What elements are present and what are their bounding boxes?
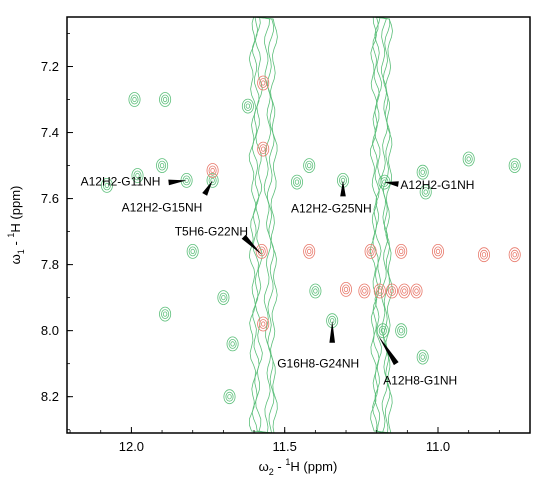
annotation-label: A12H2-G11NH (81, 174, 161, 188)
peak-15 (410, 283, 423, 299)
annotation-5: G16H8-G24NH (277, 320, 359, 371)
peak-27 (100, 177, 113, 193)
tick-layer: 12.0 11.5 11.0 7.2 7.4 7.6 7.8 8.0 8.2 (41, 33, 531, 454)
y-tick-label: 7.2 (41, 59, 59, 74)
peak-26 (159, 306, 172, 322)
annotation-label: T5H6-G22NH (175, 225, 248, 239)
streak-1 (369, 17, 393, 433)
annotation-2: T5H6-G22NH (175, 225, 262, 255)
peak-14 (358, 283, 371, 299)
peak-7 (257, 75, 270, 91)
x-tick-label: 12.0 (119, 439, 144, 454)
peak-8 (257, 141, 270, 157)
peak-32 (416, 164, 429, 180)
annotation-pointer (340, 180, 346, 197)
peak-39 (241, 98, 254, 114)
y-tick-label: 8.2 (41, 389, 59, 404)
peak-28 (131, 168, 144, 183)
peak-11 (385, 283, 398, 299)
peak-38 (159, 92, 172, 107)
peak-12 (398, 283, 411, 299)
peak-19 (477, 247, 490, 263)
annotation-0: A12H2-G11NH (81, 174, 187, 188)
contour-layer (100, 17, 521, 433)
peak-33 (419, 184, 432, 200)
peak-34 (462, 151, 475, 167)
peak-17 (395, 243, 408, 259)
y-tick-label: 7.4 (41, 125, 59, 140)
peak-25 (226, 336, 239, 352)
annotation-pointer (168, 179, 187, 186)
annotation-label: A12H2-G15NH (122, 200, 203, 214)
peak-42 (508, 158, 521, 174)
peak-18 (431, 243, 444, 259)
annotation-layer: A12H2-G11NH A12H2-G15NH T5H6-G22NH A12H2-G2… (81, 174, 475, 387)
annotation-pointer (329, 320, 335, 343)
y-tick-label: 7.8 (41, 257, 59, 272)
y-tick-label: 7.6 (41, 191, 59, 206)
x-axis-label: ω2 - 1H (ppm) (259, 457, 338, 477)
peak-20 (508, 247, 521, 263)
peak-1 (206, 172, 219, 188)
peak-24 (309, 283, 322, 299)
peak-22 (376, 323, 389, 339)
peak-31 (290, 174, 303, 190)
annotation-1: A12H2-G15NH (122, 180, 213, 214)
annotation-3: A12H2-G25NH (291, 180, 372, 215)
peak-2 (206, 163, 219, 178)
peak-23 (395, 323, 408, 339)
peak-10 (373, 283, 386, 299)
peak-36 (223, 389, 236, 405)
peak-30 (303, 158, 316, 174)
annotation-label: G16H8-G24NH (277, 357, 359, 371)
annotation-pointer (378, 335, 399, 366)
y-tick-label: 8.0 (41, 323, 59, 338)
annotation-label: A12H2-G25NH (291, 201, 372, 215)
peak-21 (303, 243, 316, 259)
annotation-label: A12H8-G1NH (383, 374, 457, 388)
x-tick-label: 11.0 (426, 439, 450, 454)
peak-13 (339, 281, 352, 297)
annotation-label: A12H2-G1NH (400, 178, 474, 192)
annotation-pointer (241, 234, 262, 255)
peak-40 (186, 243, 199, 259)
peak-9 (257, 316, 270, 332)
annotation-pointer (202, 180, 213, 196)
annotation-pointer (384, 181, 399, 187)
peak-29 (156, 158, 169, 174)
annotation-4: A12H2-G1NH (384, 178, 474, 192)
annotation-6: A12H8-G1NH (378, 335, 457, 388)
x-tick-label: 11.5 (273, 439, 297, 454)
peak-37 (128, 92, 141, 107)
y-axis-label: ω1 - 1H (ppm) (6, 186, 26, 265)
peak-41 (217, 290, 230, 306)
peak-16 (364, 243, 377, 259)
peak-35 (416, 349, 429, 365)
plot-background (67, 17, 530, 433)
plot-frame (66, 16, 531, 434)
